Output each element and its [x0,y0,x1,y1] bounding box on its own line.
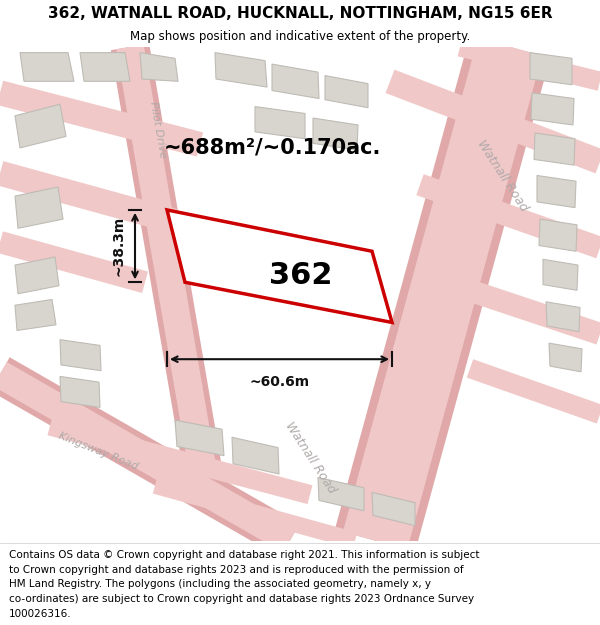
Polygon shape [537,176,576,208]
Polygon shape [534,133,575,165]
Polygon shape [546,302,580,332]
Polygon shape [549,343,582,372]
Polygon shape [313,118,358,150]
Polygon shape [15,299,56,331]
Polygon shape [543,259,578,290]
Polygon shape [15,104,66,148]
Polygon shape [255,107,305,139]
Polygon shape [167,210,392,322]
Polygon shape [80,52,130,81]
Polygon shape [20,52,74,81]
Text: ~38.3m: ~38.3m [111,216,125,276]
Polygon shape [531,92,574,125]
Polygon shape [272,64,319,99]
Polygon shape [15,187,63,228]
Text: HM Land Registry. The polygons (including the associated geometry, namely x, y: HM Land Registry. The polygons (includin… [9,579,431,589]
Polygon shape [530,52,572,85]
Polygon shape [539,219,577,251]
Text: ~688m²/~0.170ac.: ~688m²/~0.170ac. [163,138,380,158]
Text: 362, WATNALL ROAD, HUCKNALL, NOTTINGHAM, NG15 6ER: 362, WATNALL ROAD, HUCKNALL, NOTTINGHAM,… [47,6,553,21]
Text: co-ordinates) are subject to Crown copyright and database rights 2023 Ordnance S: co-ordinates) are subject to Crown copyr… [9,594,474,604]
Text: to Crown copyright and database rights 2023 and is reproduced with the permissio: to Crown copyright and database rights 2… [9,564,464,574]
Polygon shape [60,376,100,408]
Polygon shape [175,420,224,456]
Polygon shape [372,492,415,526]
Text: Kingsway Road: Kingsway Road [57,431,139,472]
Text: 100026316.: 100026316. [9,609,71,619]
Polygon shape [232,438,279,474]
Polygon shape [325,76,368,108]
Text: Watnall Road: Watnall Road [474,138,530,214]
Polygon shape [318,478,364,511]
Text: Contains OS data © Crown copyright and database right 2021. This information is : Contains OS data © Crown copyright and d… [9,550,479,560]
Polygon shape [15,257,59,294]
Text: Pilot Drive: Pilot Drive [148,101,168,159]
Text: ~60.6m: ~60.6m [250,375,310,389]
Polygon shape [215,52,267,87]
Text: Watnall Road: Watnall Road [282,420,338,496]
Text: 362: 362 [269,261,333,290]
Polygon shape [60,339,101,371]
Polygon shape [140,52,178,81]
Text: Map shows position and indicative extent of the property.: Map shows position and indicative extent… [130,30,470,43]
